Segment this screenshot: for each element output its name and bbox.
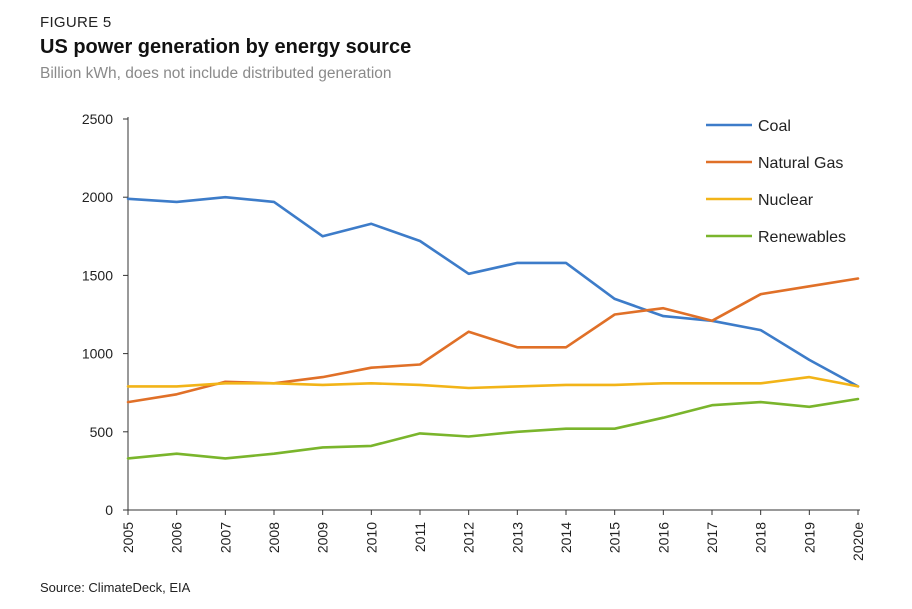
x-tick-label: 2015 [607, 522, 623, 553]
axes [127, 117, 860, 511]
legend: Coal Natural Gas Nuclear Renewables [706, 118, 846, 246]
y-tick-label: 1500 [82, 267, 113, 283]
x-tick-label: 2011 [412, 522, 428, 552]
legend-label-natural-gas: Natural Gas [758, 155, 843, 172]
x-tick-label: 2018 [753, 522, 769, 553]
x-tick-label: 2006 [169, 522, 185, 553]
x-axis-ticks: 2005 2006 2007 2008 2009 2010 2011 2012 2013 2014… [120, 510, 866, 561]
chart-subtitle: Billion kWh, does not include distribute… [40, 65, 392, 82]
x-tick-label: 2020e [850, 522, 866, 561]
x-tick-label: 2017 [704, 522, 720, 553]
x-tick-label: 2008 [266, 522, 282, 553]
chart-title: US power generation by energy source [40, 36, 412, 58]
legend-label-nuclear: Nuclear [758, 192, 814, 209]
x-tick-label: 2010 [363, 522, 379, 553]
x-tick-label: 2012 [461, 522, 477, 553]
x-tick-label: 2005 [120, 522, 136, 553]
x-tick-label: 2013 [509, 522, 525, 553]
x-tick-label: 2016 [655, 522, 671, 553]
series-lines [126, 195, 860, 460]
y-tick-label: 2000 [82, 189, 113, 205]
x-tick-label: 2009 [315, 522, 331, 553]
legend-label-renewables: Renewables [758, 229, 846, 246]
x-tick-label: 2019 [801, 522, 817, 553]
series-line-coal [126, 195, 860, 388]
legend-label-coal: Coal [758, 118, 791, 135]
y-axis-ticks: 0 500 1000 1500 2000 2500 [82, 111, 128, 518]
y-tick-label: 1000 [82, 346, 113, 362]
x-tick-label: 2014 [558, 522, 574, 553]
y-tick-label: 2500 [82, 111, 113, 127]
figure-label: FIGURE 5 [40, 14, 112, 31]
chart-source: Source: ClimateDeck, EIA [40, 580, 191, 595]
x-tick-label: 2007 [217, 522, 233, 553]
y-tick-label: 0 [105, 502, 113, 518]
series-line-nuclear [126, 375, 860, 390]
y-tick-label: 500 [90, 424, 114, 440]
series-line-renewables [126, 397, 860, 460]
